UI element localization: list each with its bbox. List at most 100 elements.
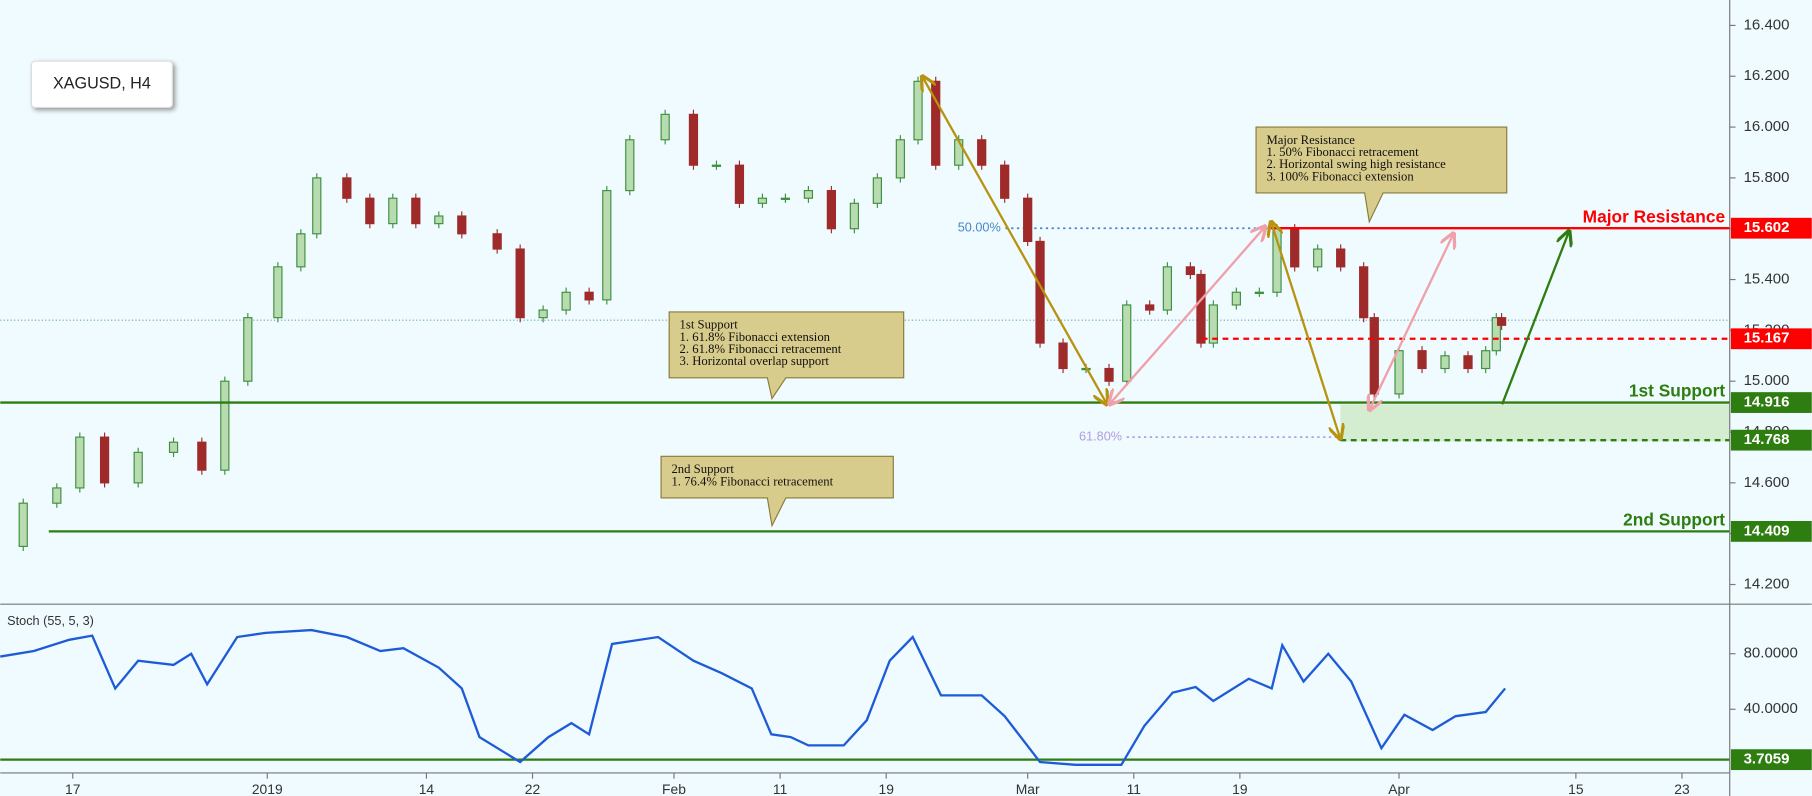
callout-text: Major Resistance xyxy=(1266,133,1355,147)
x-tick-label: 17 xyxy=(65,781,81,796)
candle xyxy=(1058,342,1068,370)
candle xyxy=(1208,304,1218,344)
price-marker xyxy=(1730,328,1812,350)
symbol-box xyxy=(30,60,173,109)
y-tick-label: 15.000 xyxy=(1744,372,1790,389)
candle xyxy=(803,190,814,199)
candle xyxy=(1394,350,1404,395)
stoch-tick-label: 40.0000 xyxy=(1744,700,1798,717)
price-marker-label: 15.602 xyxy=(1744,219,1790,236)
candle xyxy=(18,502,28,547)
candle xyxy=(52,487,62,504)
candle xyxy=(492,233,502,250)
callout-text: 1st Support xyxy=(680,318,739,332)
y-tick-label: 16.000 xyxy=(1744,118,1790,135)
candle xyxy=(273,266,283,319)
y-tick-label: 15.400 xyxy=(1744,271,1790,288)
stoch-level-marker xyxy=(1730,749,1812,771)
callout-text: 1. 76.4% Fibonacci retracement xyxy=(671,474,833,488)
level-label: 2nd Support xyxy=(1623,510,1725,530)
candle xyxy=(1496,317,1507,326)
stoch-line xyxy=(0,628,1507,766)
candle xyxy=(197,441,207,471)
target-arrow xyxy=(1501,231,1569,405)
candle xyxy=(780,197,791,200)
candle xyxy=(688,113,699,166)
stoch-tick-label: 80.0000 xyxy=(1744,645,1798,662)
candle xyxy=(243,317,253,382)
price-marker xyxy=(1730,392,1812,413)
level-label: 1st Support xyxy=(1629,381,1725,401)
candle xyxy=(342,177,352,199)
callout-text: 1. 50% Fibonacci retracement xyxy=(1266,145,1419,159)
candle xyxy=(365,197,375,225)
candle xyxy=(584,291,594,301)
candle xyxy=(133,451,143,484)
candle xyxy=(872,177,882,204)
candle xyxy=(561,291,571,311)
fib-arrow xyxy=(922,76,1107,404)
candle xyxy=(1336,248,1346,268)
price-marker-label: 14.768 xyxy=(1744,431,1790,448)
projection-arrow xyxy=(1109,226,1265,404)
callout-text: 2. Horizontal swing high resistance xyxy=(1266,157,1446,171)
candle xyxy=(1359,266,1369,319)
indicator-title: Stoch (55, 5, 3) xyxy=(7,614,94,628)
candle xyxy=(411,197,421,225)
x-tick-label: Feb xyxy=(662,781,686,796)
candle xyxy=(220,380,230,471)
callout-text: 2nd Support xyxy=(671,462,734,476)
candle xyxy=(757,197,768,204)
candle xyxy=(734,164,745,204)
candle xyxy=(1491,317,1501,352)
candle xyxy=(1145,304,1155,311)
callout-shape xyxy=(668,311,905,401)
x-tick-label: 2019 xyxy=(252,781,283,796)
x-tick-label: 23 xyxy=(1674,781,1690,796)
candle xyxy=(1023,197,1033,243)
candle xyxy=(1369,317,1379,395)
fib-label: 50.00% xyxy=(958,221,1001,235)
candle xyxy=(538,309,548,319)
price-marker xyxy=(1730,429,1812,451)
candle xyxy=(977,139,987,166)
x-tick-label: 19 xyxy=(1232,781,1248,796)
x-tick-label: 19 xyxy=(878,781,894,796)
x-tick-label: Apr xyxy=(1388,781,1410,796)
candle xyxy=(625,139,635,192)
candle xyxy=(1313,248,1323,268)
price-marker xyxy=(1730,217,1812,239)
candle xyxy=(1463,355,1473,370)
candle xyxy=(954,139,964,166)
candle xyxy=(1122,304,1132,382)
callout-text: 3. 100% Fibonacci extension xyxy=(1266,169,1414,183)
candle xyxy=(75,436,85,489)
candle xyxy=(1000,164,1010,199)
candle xyxy=(168,441,179,453)
symbol: XAGUSD, H4 xyxy=(53,75,151,93)
candle xyxy=(1290,228,1300,268)
price-marker-label: 14.409 xyxy=(1744,522,1790,539)
x-tick-label: 22 xyxy=(525,781,541,796)
candle xyxy=(515,248,525,319)
callout-text: 2. 61.8% Fibonacci retracement xyxy=(680,342,842,356)
candle xyxy=(1196,273,1206,344)
candle xyxy=(388,197,398,225)
projection-arrow xyxy=(1369,233,1453,410)
y-tick-label: 15.800 xyxy=(1744,169,1790,186)
price-marker-label: 15.167 xyxy=(1744,330,1790,347)
y-tick-label: 16.400 xyxy=(1744,16,1790,33)
candle xyxy=(296,233,306,268)
price-marker xyxy=(1730,521,1812,542)
x-tick-label: 11 xyxy=(1127,781,1142,796)
candle xyxy=(826,190,837,230)
x-tick-label: 11 xyxy=(773,781,788,796)
callout-text: 3. Horizontal overlap support xyxy=(680,354,830,368)
level-label: Major Resistance xyxy=(1583,206,1726,226)
candle xyxy=(895,139,905,179)
